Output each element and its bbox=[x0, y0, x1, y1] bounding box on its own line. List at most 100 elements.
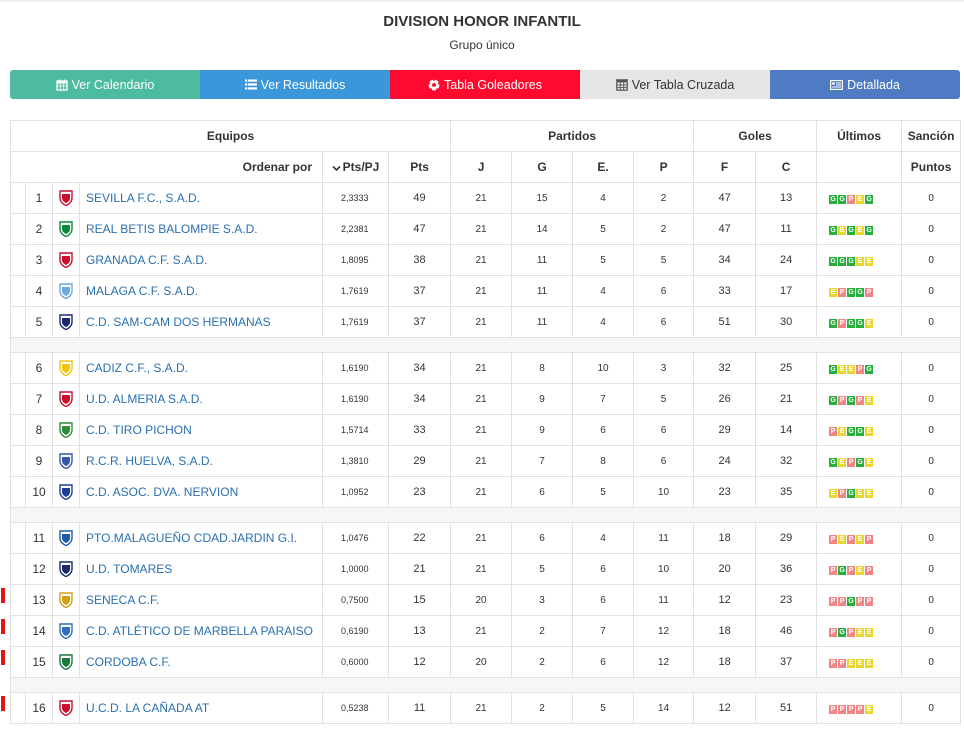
table-row[interactable]: 7 U.D. ALMERIA S.A.D. 1,6190 34 21 9 7 5 26 21 G P G… bbox=[10, 383, 962, 415]
table-row[interactable]: 9 R.C.R. HUELVA, S.A.D. 1,3810 29 21 7 8 6 24 32 G… bbox=[10, 445, 962, 477]
table-row[interactable]: 12 U.D. TOMARES 1,0000 21 21 5 6 10 20 36 P G P E P 0 bbox=[10, 553, 962, 585]
header-goals-for[interactable]: F bbox=[693, 151, 757, 183]
zone-marker-cell bbox=[10, 522, 26, 554]
pts-per-game-cell: 1,3810 bbox=[322, 445, 389, 477]
header-sanction: Sanción bbox=[901, 120, 962, 152]
cross-table-button[interactable]: Ver Tabla Cruzada bbox=[580, 70, 770, 99]
zone-separator-row bbox=[9, 337, 962, 353]
top-scorers-button[interactable]: Tabla Goleadores bbox=[390, 70, 580, 99]
last-result-badge: G bbox=[838, 566, 847, 575]
drawn-cell: 4 bbox=[572, 522, 635, 554]
team-name-link[interactable]: MALAGA C.F. S.A.D. bbox=[79, 275, 323, 307]
lost-cell: 10 bbox=[633, 553, 695, 585]
lost-cell: 12 bbox=[633, 615, 695, 647]
team-name-link[interactable]: U.C.D. LA CAÑADA AT bbox=[79, 692, 323, 724]
cross-table-label: Ver Tabla Cruzada bbox=[631, 77, 735, 92]
team-name-link[interactable]: C.D. ASOC. DVA. NERVION bbox=[79, 476, 323, 508]
pts-per-game-cell: 1,7619 bbox=[322, 306, 389, 338]
header-drawn[interactable]: E. bbox=[572, 151, 635, 183]
last-result-badge: G bbox=[829, 195, 838, 204]
team-name-link[interactable]: C.D. TIRO PICHON bbox=[79, 414, 323, 446]
crest-cell bbox=[52, 414, 80, 446]
position-cell: 9 bbox=[25, 445, 53, 477]
crest-cell bbox=[52, 476, 80, 508]
pts-per-game-cell: 0,7500 bbox=[322, 584, 389, 616]
chevron-down-icon bbox=[332, 161, 341, 175]
header-lost[interactable]: P bbox=[633, 151, 695, 183]
relegation-zone-marker bbox=[1, 588, 5, 603]
last-result-badge: E bbox=[829, 288, 838, 297]
won-cell: 6 bbox=[511, 522, 574, 554]
team-crest-icon bbox=[59, 623, 73, 639]
table-row[interactable]: 16 U.C.D. LA CAÑADA AT 0,5238 11 21 2 5 14 12 51 P… bbox=[1, 692, 962, 724]
team-crest-icon bbox=[59, 453, 73, 469]
points-cell: 12 bbox=[387, 646, 452, 678]
table-row[interactable]: 15 CORDOBA C.F. 0,6000 12 20 2 6 12 18 37 P P E E E 0 bbox=[1, 646, 962, 678]
last-result-badge: P bbox=[838, 659, 847, 668]
team-name-link[interactable]: R.C.R. HUELVA, S.A.D. bbox=[79, 445, 323, 477]
goals-for-cell: 24 bbox=[693, 445, 757, 477]
calendar-icon bbox=[55, 79, 68, 91]
position-cell: 13 bbox=[25, 584, 53, 616]
last-result-badge: G bbox=[856, 319, 865, 328]
detailed-button[interactable]: Detallada bbox=[770, 70, 960, 99]
drawn-cell: 4 bbox=[572, 275, 635, 307]
view-results-button[interactable]: Ver Resultados bbox=[200, 70, 390, 99]
last-result-badge: E bbox=[829, 489, 838, 498]
last-result-badge: P bbox=[838, 597, 847, 606]
table-row[interactable]: 1 SEVILLA F.C., S.A.D. 2,3333 49 21 15 4 2 47 13 G… bbox=[10, 182, 962, 214]
table-row[interactable]: 8 C.D. TIRO PICHON 1,5714 33 21 9 6 6 29 14 P E G G E 0 bbox=[10, 414, 962, 446]
relegation-zone-marker bbox=[1, 650, 5, 665]
team-name-link[interactable]: CORDOBA C.F. bbox=[79, 646, 323, 678]
last-result-badge: P bbox=[865, 566, 874, 575]
team-name-link[interactable]: U.D. TOMARES bbox=[79, 553, 323, 585]
last-result-badge: G bbox=[847, 288, 856, 297]
table-row[interactable]: 11 PTO.MALAGUEÑO CDAD.JARDIN G.I. 1,0476 22… bbox=[10, 522, 962, 554]
team-name-link[interactable]: C.D. ATLÉTICO DE MARBELLA PARAISO bbox=[79, 615, 323, 647]
team-name-link[interactable]: U.D. ALMERIA S.A.D. bbox=[79, 383, 323, 415]
drawn-cell: 6 bbox=[572, 584, 635, 616]
team-name-link[interactable]: SEVILLA F.C., S.A.D. bbox=[79, 182, 323, 214]
header-matches: Partidos bbox=[450, 120, 695, 152]
sort-pts-per-game[interactable]: Pts/PJ bbox=[322, 151, 389, 183]
won-cell: 15 bbox=[511, 182, 574, 214]
table-row[interactable]: 14 C.D. ATLÉTICO DE MARBELLA PARAISO 0,619… bbox=[1, 615, 962, 647]
header-goals-against[interactable]: C bbox=[755, 151, 818, 183]
team-name-link[interactable]: PTO.MALAGUEÑO CDAD.JARDIN G.I. bbox=[79, 522, 323, 554]
zone-marker-cell bbox=[10, 182, 26, 214]
last-result-badge: E bbox=[838, 535, 847, 544]
team-name-link[interactable]: CADIZ C.F., S.A.D. bbox=[79, 352, 323, 384]
last-result-badge: P bbox=[865, 288, 874, 297]
header-points: Puntos bbox=[901, 151, 962, 183]
team-name-link[interactable]: GRANADA C.F. S.A.D. bbox=[79, 244, 323, 276]
team-crest-icon bbox=[59, 360, 73, 376]
view-calendar-label: Ver Calendario bbox=[71, 77, 155, 92]
team-name-link[interactable]: REAL BETIS BALOMPIE S.A.D. bbox=[79, 213, 323, 245]
played-cell: 21 bbox=[450, 306, 513, 338]
last-result-badge: P bbox=[847, 535, 856, 544]
last-result-badge: P bbox=[838, 319, 847, 328]
table-row[interactable]: 3 GRANADA C.F. S.A.D. 1,8095 38 21 11 5 5 34 24 G G… bbox=[10, 244, 962, 276]
header-played[interactable]: J bbox=[450, 151, 513, 183]
view-calendar-button[interactable]: Ver Calendario bbox=[10, 70, 200, 99]
table-row[interactable]: 2 REAL BETIS BALOMPIE S.A.D. 2,2381 47 21 14 5… bbox=[10, 213, 962, 245]
table-row[interactable]: 10 C.D. ASOC. DVA. NERVION 1,0952 23 21 6 5 10 2… bbox=[10, 476, 962, 508]
position-cell: 2 bbox=[25, 213, 53, 245]
team-name-link[interactable]: SENECA C.F. bbox=[79, 584, 323, 616]
zone-marker-cell bbox=[1, 646, 26, 678]
pts-per-game-cell: 1,7619 bbox=[322, 275, 389, 307]
goals-for-cell: 18 bbox=[693, 646, 757, 678]
team-name-link[interactable]: C.D. SAM-CAM DOS HERMANAS bbox=[79, 306, 323, 338]
table-row[interactable]: 13 SENECA C.F. 0,7500 15 20 3 6 11 12 23 P P G P P 0 bbox=[1, 584, 962, 616]
table-row[interactable]: 4 MALAGA C.F. S.A.D. 1,7619 37 21 11 4 6 33 17 E P G… bbox=[10, 275, 962, 307]
header-won[interactable]: G bbox=[511, 151, 574, 183]
won-cell: 9 bbox=[511, 414, 574, 446]
sort-pts[interactable]: Pts bbox=[387, 151, 452, 183]
table-row[interactable]: 6 CADIZ C.F., S.A.D. 1,6190 34 21 8 10 3 32 25 G E E… bbox=[10, 352, 962, 384]
won-cell: 2 bbox=[511, 615, 574, 647]
last-result-badge: P bbox=[838, 288, 847, 297]
table-row[interactable]: 5 C.D. SAM-CAM DOS HERMANAS 1,7619 37 21 11 4 6… bbox=[10, 306, 962, 338]
